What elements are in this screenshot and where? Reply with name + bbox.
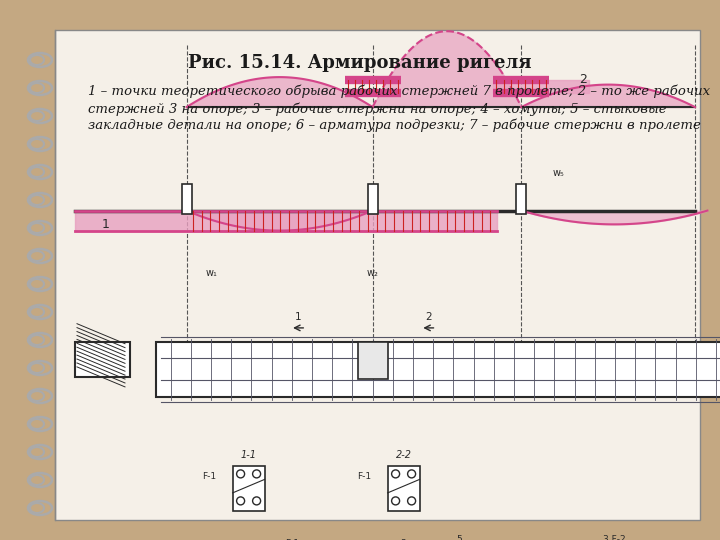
Bar	[358, 342, 387, 379]
Text: 3 F-2: 3 F-2	[603, 535, 626, 540]
Ellipse shape	[30, 139, 44, 149]
Text: 2-2: 2-2	[395, 450, 412, 460]
Circle shape	[408, 470, 415, 478]
Ellipse shape	[30, 363, 44, 373]
Bar	[75, 342, 130, 377]
Circle shape	[237, 497, 245, 505]
Ellipse shape	[30, 223, 44, 233]
Text: 1 – точки теоретического обрыва рабочих стержней 7 в пролете; 2 – то же рабочих: 1 – точки теоретического обрыва рабочих …	[88, 85, 710, 98]
Ellipse shape	[30, 503, 44, 513]
Circle shape	[253, 497, 261, 505]
Ellipse shape	[30, 335, 44, 345]
Ellipse shape	[30, 251, 44, 261]
Ellipse shape	[30, 391, 44, 401]
Circle shape	[392, 470, 400, 478]
Text: 1: 1	[295, 312, 302, 322]
Text: 5: 5	[456, 535, 462, 540]
Text: Рис. 15.14. Армирование ригеля: Рис. 15.14. Армирование ригеля	[188, 54, 532, 72]
Circle shape	[408, 497, 415, 505]
Text: 2: 2	[580, 73, 588, 86]
Bar	[516, 184, 526, 214]
Text: 1: 1	[102, 218, 110, 231]
Ellipse shape	[30, 307, 44, 317]
Ellipse shape	[30, 419, 44, 429]
Ellipse shape	[30, 447, 44, 457]
Bar	[156, 342, 720, 397]
Bar	[55, 30, 700, 520]
Text: F-1: F-1	[357, 472, 372, 481]
Ellipse shape	[30, 279, 44, 289]
Ellipse shape	[30, 55, 44, 65]
Circle shape	[237, 470, 245, 478]
Text: F-1: F-1	[202, 472, 217, 481]
Text: 1-1: 1-1	[240, 450, 256, 460]
Text: w₁: w₁	[205, 268, 217, 278]
Text: 2: 2	[425, 312, 432, 322]
Ellipse shape	[30, 83, 44, 93]
Text: w₂: w₂	[366, 268, 379, 278]
Text: w₅: w₅	[553, 168, 564, 178]
Text: стержней 3 на опоре; 3 – рабочие стержни на опоре; 4 – хомуты; 5 – стыковые: стержней 3 на опоре; 3 – рабочие стержни…	[88, 102, 667, 116]
Bar	[233, 466, 265, 511]
Ellipse shape	[30, 111, 44, 121]
Ellipse shape	[30, 167, 44, 177]
Text: F-1: F-1	[285, 538, 299, 540]
Ellipse shape	[30, 195, 44, 205]
Bar	[368, 184, 377, 214]
Bar	[181, 184, 192, 214]
Ellipse shape	[30, 475, 44, 485]
Text: закладные детали на опоре; 6 – арматура подрезки; 7 – рабочие стержни в пролете: закладные детали на опоре; 6 – арматура …	[88, 119, 701, 132]
Circle shape	[253, 470, 261, 478]
Text: 3: 3	[401, 538, 407, 540]
Bar	[387, 466, 420, 511]
Circle shape	[392, 497, 400, 505]
